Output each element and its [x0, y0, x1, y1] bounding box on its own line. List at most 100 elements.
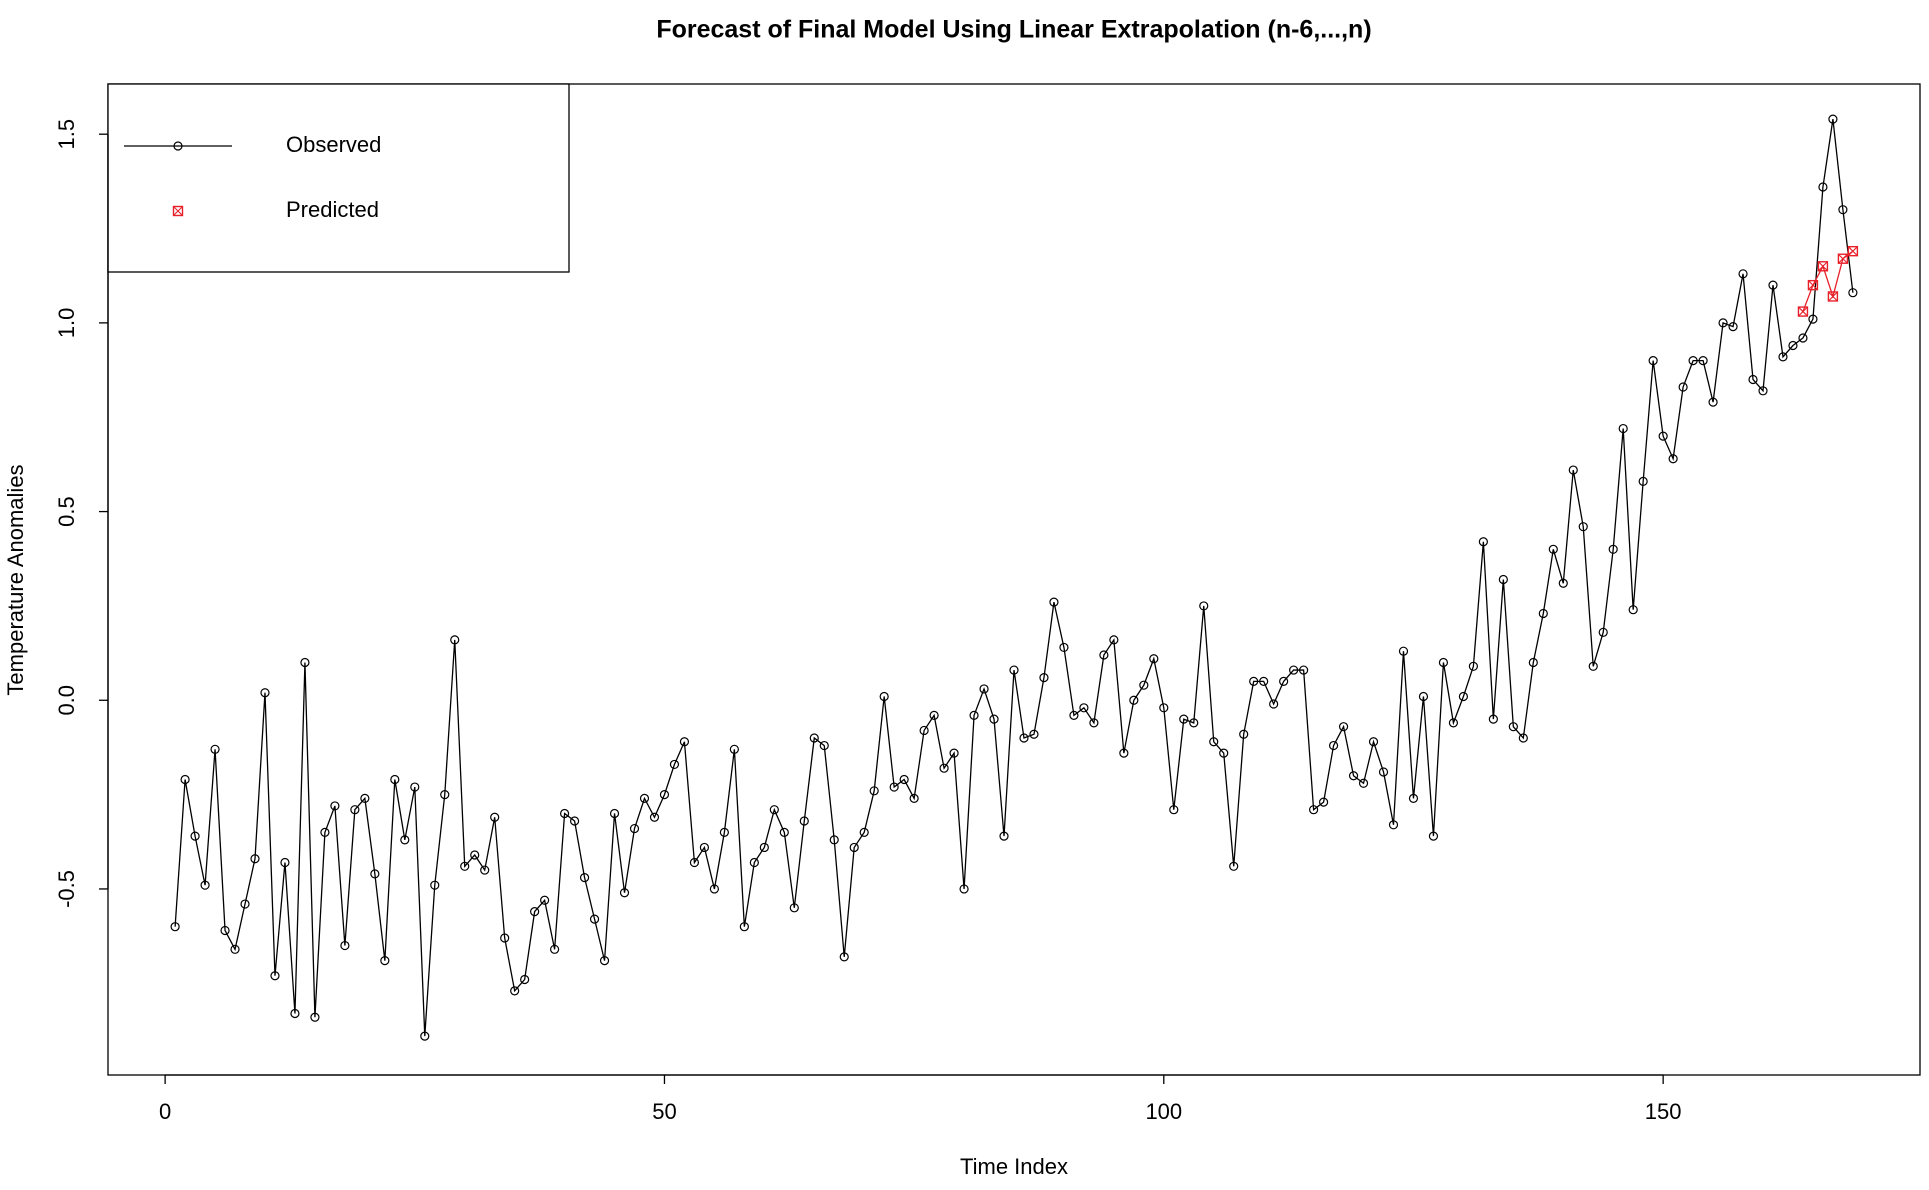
data-point	[869, 786, 879, 796]
data-point	[230, 944, 240, 954]
y-axis-label: Temperature Anomalies	[3, 464, 28, 695]
legend-label: Predicted	[286, 197, 379, 222]
data-point	[799, 816, 809, 826]
data-point	[1678, 382, 1688, 392]
data-point	[1847, 245, 1859, 257]
data-point	[859, 827, 869, 837]
y-tick-label: 1.0	[54, 308, 79, 339]
data-point	[1518, 733, 1528, 743]
marker-cross	[1828, 291, 1838, 302]
data-point	[1049, 597, 1059, 607]
marker-square	[1797, 306, 1809, 317]
data-point	[1269, 699, 1279, 709]
data-point	[1568, 465, 1578, 475]
data-point	[929, 710, 939, 720]
data-point	[1279, 676, 1289, 686]
data-point	[1338, 722, 1349, 732]
data-point	[1448, 718, 1459, 728]
data-point	[729, 744, 739, 754]
y-tick-label: 0.5	[54, 496, 79, 527]
data-point	[1598, 627, 1608, 637]
data-point	[380, 956, 390, 966]
data-point	[639, 793, 650, 803]
chart-title: Forecast of Final Model Using Linear Ext…	[656, 16, 1371, 44]
data-point	[210, 744, 220, 754]
data-point	[1748, 374, 1758, 385]
series-line	[1802, 250, 1854, 312]
data-point	[1668, 454, 1678, 464]
data-point	[1009, 665, 1019, 675]
data-point	[1438, 657, 1449, 668]
data-point	[420, 1031, 430, 1041]
legend-marker	[172, 205, 184, 217]
data-point	[999, 831, 1009, 841]
data-point	[390, 774, 400, 785]
data-point	[530, 906, 540, 917]
data-point	[1628, 605, 1638, 615]
data-point	[1089, 718, 1099, 728]
data-point	[450, 635, 460, 645]
data-point	[260, 688, 270, 698]
data-point	[1398, 646, 1409, 656]
data-point	[1788, 340, 1798, 351]
data-point	[1059, 642, 1069, 653]
data-point	[719, 827, 729, 837]
data-point	[819, 740, 829, 751]
marker-cross	[1808, 280, 1818, 291]
data-point	[889, 782, 899, 792]
data-point	[679, 737, 690, 747]
legend-box	[107, 83, 570, 273]
data-point	[1538, 608, 1548, 619]
y-tick-label: -0.5	[54, 870, 79, 908]
data-point	[979, 684, 989, 694]
data-point	[839, 952, 849, 962]
data-point	[569, 816, 580, 826]
data-point	[510, 986, 520, 996]
legend-label: Observed	[286, 132, 381, 157]
data-point	[180, 774, 190, 785]
data-point	[1688, 356, 1698, 366]
data-point	[1798, 333, 1808, 343]
marker-cross	[1798, 306, 1808, 317]
data-point	[1638, 476, 1648, 486]
marker-square	[1837, 253, 1849, 264]
series-line	[174, 119, 1854, 1037]
data-point	[1698, 356, 1708, 366]
data-point	[1468, 661, 1478, 671]
data-point	[1458, 691, 1469, 702]
data-point	[290, 1008, 300, 1019]
data-point	[1528, 657, 1538, 668]
data-point	[170, 922, 180, 932]
data-point	[540, 895, 550, 905]
data-point	[879, 691, 889, 702]
data-point	[1358, 778, 1369, 788]
legend-marker	[173, 141, 183, 151]
data-point	[1658, 431, 1668, 441]
data-point	[300, 657, 310, 668]
data-point	[599, 956, 610, 966]
data-point	[550, 944, 560, 954]
y-tick-label: 0.0	[54, 685, 79, 716]
data-point	[1139, 680, 1149, 690]
data-point	[739, 922, 749, 932]
data-point	[1408, 793, 1419, 803]
data-point	[1837, 253, 1849, 264]
data-point	[919, 725, 929, 736]
data-point	[270, 971, 280, 981]
data-point	[200, 880, 210, 890]
data-point	[659, 790, 670, 800]
data-point	[340, 940, 350, 951]
data-point	[1838, 205, 1848, 215]
data-point	[909, 793, 919, 803]
data-point	[1428, 831, 1439, 841]
data-point	[1648, 356, 1658, 366]
data-point	[280, 857, 290, 868]
data-point	[699, 842, 710, 853]
marker-cross	[1818, 261, 1828, 272]
data-point	[689, 857, 700, 868]
data-point	[1498, 574, 1508, 585]
data-point	[669, 759, 680, 770]
data-point	[1368, 737, 1379, 747]
x-tick-label: 150	[1645, 1099, 1682, 1124]
